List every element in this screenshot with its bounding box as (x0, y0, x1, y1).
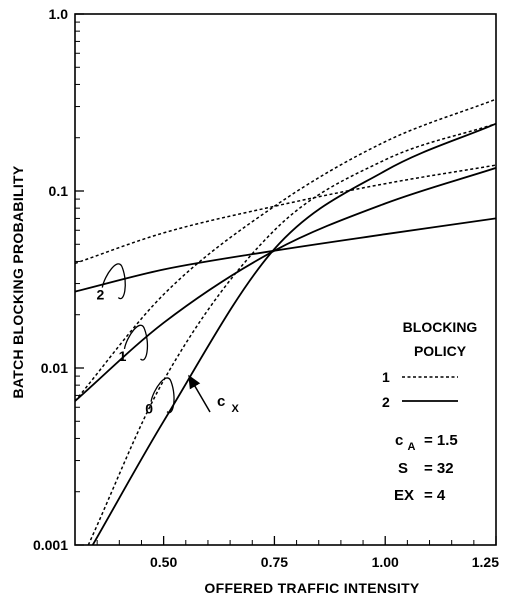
param-s-name: S (398, 460, 408, 477)
curve-group-loop-1 (123, 324, 149, 361)
cx-label: c X (217, 393, 240, 415)
parameters: c A = 1.5 S = 32 EX = 4 (394, 432, 458, 504)
legend: BLOCKING POLICY 1 2 (382, 319, 477, 410)
curve-group-labels: 2 1 0 (97, 287, 154, 417)
curve-policy-1-cx-1 (75, 98, 496, 402)
curve-group-label-1: 1 (119, 348, 127, 364)
axis-ticks (75, 13, 497, 546)
legend-title-line1: BLOCKING (403, 319, 478, 335)
curve-policy-1-cx-0 (87, 122, 496, 545)
plot-frame (74, 13, 497, 546)
axis-tick-labels: 0.50 0.75 1.00 1.25 0.001 0.01 0.1 1.0 (33, 6, 499, 570)
curve-policy-2-cx-0 (91, 122, 496, 545)
param-ex-value: = 4 (424, 487, 446, 504)
curve-group-label-2: 2 (97, 287, 105, 303)
data-curves (75, 98, 496, 545)
legend-title-line2: POLICY (414, 343, 467, 359)
param-ca-name: c (395, 432, 403, 449)
x-tick-label: 0.75 (261, 554, 288, 570)
curve-policy-2-cx-2 (75, 217, 496, 293)
curve-group-loop-0 (150, 377, 175, 414)
param-ex-name: EX (394, 487, 414, 504)
cx-arrow (188, 374, 211, 413)
x-axis-label: OFFERED TRAFFIC INTENSITY (204, 580, 420, 596)
x-tick-label: 0.50 (150, 554, 177, 570)
x-tick-label: 1.25 (472, 554, 499, 570)
param-ca-value: = 1.5 (424, 432, 458, 449)
curve-group-label-0: 0 (145, 401, 153, 417)
y-tick-label: 0.001 (33, 537, 68, 553)
curve-group-markers (101, 263, 175, 414)
legend-entry-2-label: 2 (382, 394, 390, 410)
param-s-value: = 32 (424, 460, 454, 477)
y-tick-label: 1.0 (49, 6, 69, 22)
y-axis-label: BATCH BLOCKING PROBABILITY (10, 165, 26, 398)
param-ca-sub: A (408, 441, 416, 453)
legend-entry-1-label: 1 (382, 369, 390, 385)
y-tick-label: 0.1 (49, 183, 69, 199)
cx-label-main: c (217, 393, 225, 410)
curve-policy-2-cx-1 (75, 167, 496, 402)
cx-label-sub: X (232, 403, 240, 415)
y-tick-label: 0.01 (41, 360, 68, 376)
x-tick-label: 1.00 (372, 554, 399, 570)
curve-group-loop-2 (101, 263, 126, 300)
param-ca: c A (395, 432, 416, 453)
cx-annotation: c X (188, 374, 240, 415)
